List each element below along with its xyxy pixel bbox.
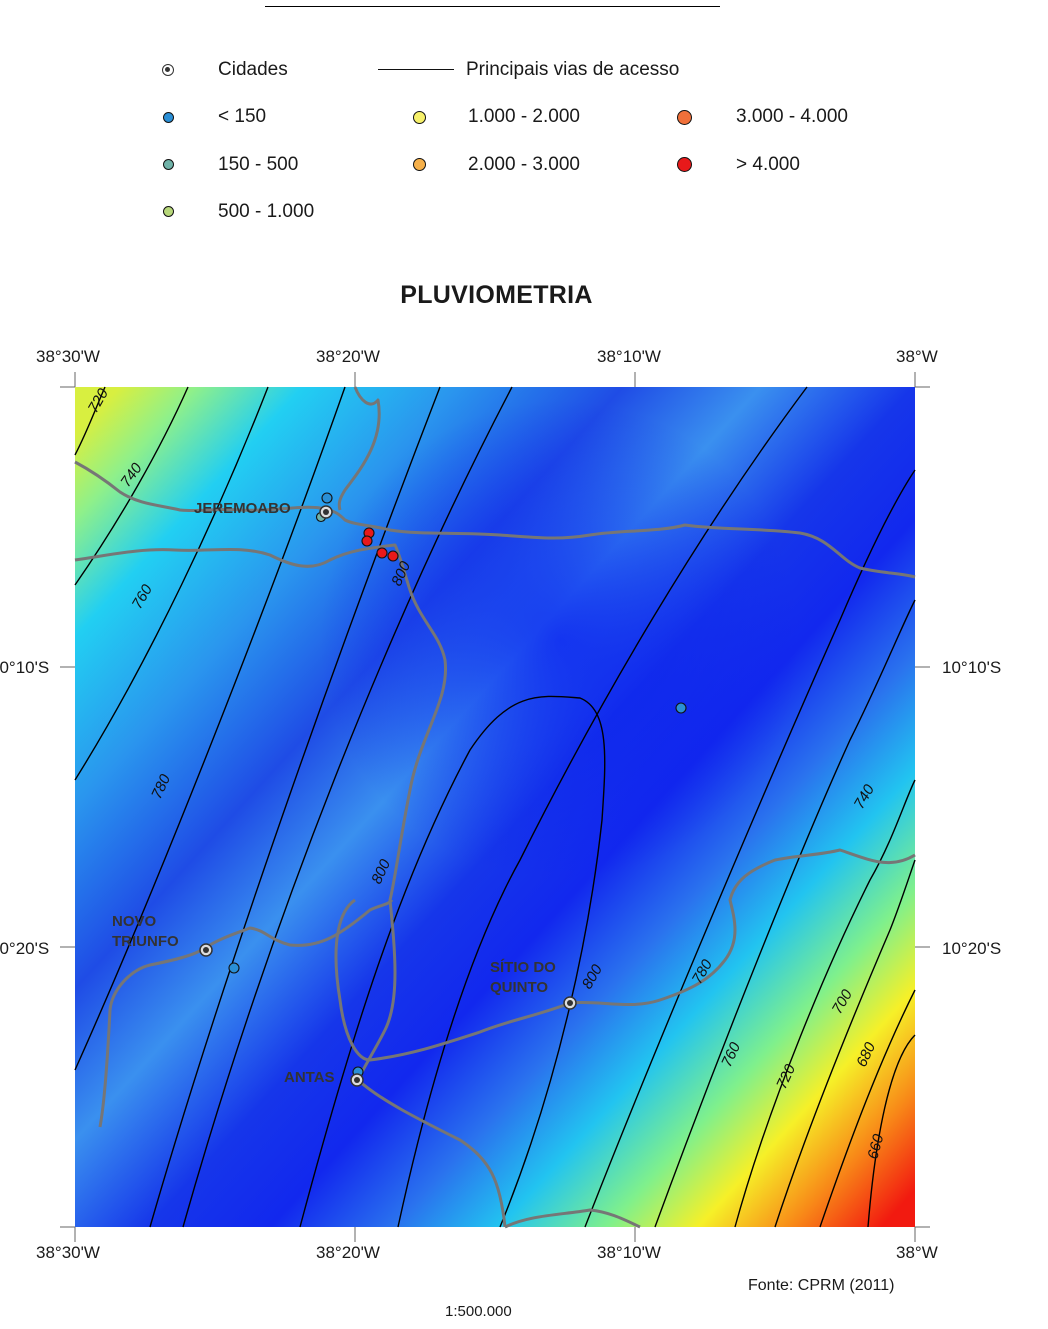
station-marker [321, 492, 333, 504]
city-label-novo-triunfo-2: TRIUNFO [112, 933, 179, 950]
legend-class-label: 150 - 500 [218, 154, 299, 175]
lon-label-bottom: 38°10'W [597, 1243, 661, 1262]
legend-class-dot-5 [413, 158, 426, 171]
rain-stations [228, 492, 687, 1078]
legend-class-dot-2 [163, 159, 174, 170]
city-sitio-do-quinto [563, 996, 577, 1010]
legend: Cidades Principais vias de acesso < 150 … [0, 0, 1048, 240]
legend-class-label: 2.000 - 3.000 [468, 154, 580, 175]
isohyet-lines [74, 386, 916, 1228]
legend-class-label: < 150 [218, 106, 267, 127]
header-rule [265, 6, 720, 7]
city-label-novo-triunfo-1: NOVO [112, 913, 157, 930]
city-label-antas: ANTAS [284, 1069, 335, 1086]
city-label-sitio-do-quinto-1: SÍTIO DO [490, 959, 556, 976]
legend-class-label: 3.000 - 4.000 [736, 106, 848, 127]
city-labels: JEREMOABO NOVO TRIUNFO SÍTIO DO QUINTO A… [112, 500, 556, 1086]
lon-label-bottom: 38°30'W [36, 1243, 100, 1262]
station-marker [675, 702, 687, 714]
station-marker [228, 962, 240, 974]
scale-label: 1:500.000 [445, 1303, 512, 1320]
legend-class-dot-7 [677, 157, 692, 172]
legend-class-label: 1.000 - 2.000 [468, 106, 580, 127]
legend-class-label: > 4.000 [736, 154, 800, 175]
legend-class-dot-3 [163, 206, 174, 217]
source-note: Fonte: CPRM (2011) [748, 1277, 895, 1294]
station-marker [361, 535, 373, 547]
legend-class-label: 500 - 1.000 [218, 201, 315, 222]
grid-ticks [60, 372, 930, 1242]
lon-label-top: 38°W [896, 347, 938, 366]
city-novo-triunfo [199, 943, 213, 957]
road-line-icon [378, 69, 454, 70]
station-marker [376, 547, 388, 559]
lon-label-top: 38°30'W [36, 347, 100, 366]
city-label-sitio-do-quinto-2: QUINTO [490, 979, 548, 996]
lon-label-top: 38°20'W [316, 347, 380, 366]
lat-label-left: 10°20'S [0, 939, 50, 958]
map-title: PLUVIOMETRIA [400, 281, 593, 309]
legend-cities-label: Cidades [218, 59, 288, 80]
lon-label-bottom: 38°20'W [316, 1243, 380, 1262]
station-marker [387, 550, 399, 562]
lat-label-right: 10°10'S [942, 658, 1002, 677]
city-markers [199, 505, 577, 1087]
legend-roads-label: Principais vias de acesso [466, 59, 680, 80]
legend-class-dot-6 [677, 110, 692, 125]
legend-class-dot-1 [163, 112, 174, 123]
city-label-jeremoabo: JEREMOABO [194, 500, 291, 517]
lat-label-right: 10°20'S [942, 939, 1002, 958]
contour-label: 660 [864, 1132, 887, 1161]
legend-class-dot-4 [413, 111, 426, 124]
city-symbol-icon [162, 64, 174, 76]
rainfall-high-zone [75, 387, 915, 1227]
lat-label-left: 10°10'S [0, 658, 50, 677]
lon-label-bottom: 38°W [896, 1243, 938, 1262]
lon-label-top: 38°10'W [597, 347, 661, 366]
city-antas [350, 1073, 364, 1087]
city-jeremoabo [319, 505, 333, 519]
